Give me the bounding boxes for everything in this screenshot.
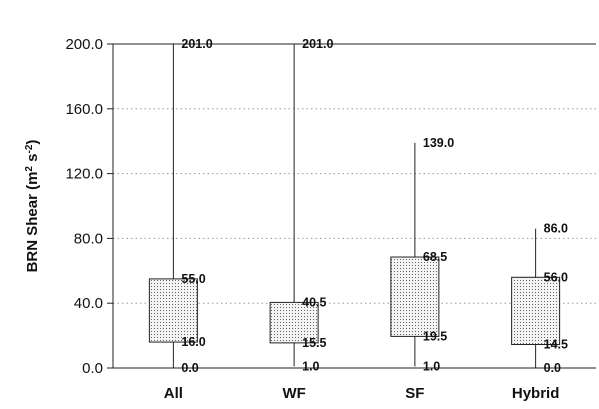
y-tick-labels: 0.0 40.0 80.0 120.0 160.0 200.0 xyxy=(65,36,103,377)
min-value-label: 1.0 xyxy=(423,359,440,373)
q1-value-label: 14.5 xyxy=(544,338,568,352)
max-value-label: 139.0 xyxy=(423,136,454,150)
min-value-label: 1.0 xyxy=(302,359,319,373)
max-value-label: 86.0 xyxy=(544,222,568,236)
x-category-label: WF xyxy=(282,385,305,402)
q3-value-label: 55.0 xyxy=(181,272,205,286)
box-sf: 139.0 68.5 19.5 1.0 xyxy=(390,136,454,373)
q1-value-label: 15.5 xyxy=(302,336,326,350)
y-tick-label: 200.0 xyxy=(65,36,103,53)
axes xyxy=(107,43,596,369)
q3-value-label: 68.5 xyxy=(423,250,447,264)
y-tick-label: 0.0 xyxy=(82,360,103,377)
q1-value-label: 16.0 xyxy=(181,335,205,349)
min-value-label: 0.0 xyxy=(181,361,198,375)
q3-value-label: 56.0 xyxy=(544,270,568,284)
x-category-label: SF xyxy=(405,385,424,402)
iqr-box xyxy=(511,276,561,346)
boxes: 201.0 55.0 16.0 0.0 201.0 40.5 15.5 1.0 139.0 68.… xyxy=(148,37,568,375)
iqr-box xyxy=(390,256,440,337)
box-all: 201.0 55.0 16.0 0.0 xyxy=(148,37,213,375)
iqr-box xyxy=(148,278,198,343)
iqr-box xyxy=(269,301,319,344)
x-category-label: All xyxy=(164,385,183,402)
min-value-label: 0.0 xyxy=(544,361,561,375)
max-value-label: 201.0 xyxy=(181,37,212,51)
box-hybrid: 86.0 56.0 14.5 0.0 xyxy=(511,222,568,375)
box-wf: 201.0 40.5 15.5 1.0 xyxy=(269,37,333,373)
y-axis-title: BRN Shear (m2 s-2) xyxy=(24,140,42,273)
y-tick-label: 40.0 xyxy=(74,295,103,312)
x-category-label: Hybrid xyxy=(512,385,560,402)
x-category-labels: All WF SF Hybrid xyxy=(164,385,560,402)
q1-value-label: 19.5 xyxy=(423,329,447,343)
y-tick-label: 80.0 xyxy=(74,230,103,247)
max-value-label: 201.0 xyxy=(302,37,333,51)
y-tick-label: 160.0 xyxy=(65,101,103,118)
q3-value-label: 40.5 xyxy=(302,295,326,309)
y-tick-label: 120.0 xyxy=(65,166,103,183)
